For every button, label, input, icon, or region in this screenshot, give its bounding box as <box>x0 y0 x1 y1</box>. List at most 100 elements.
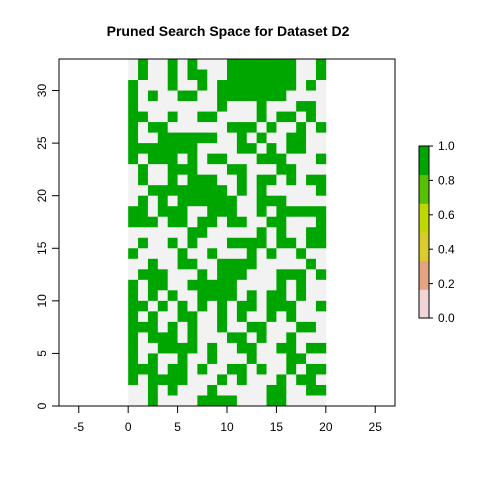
colorbar-tick-label: 0.4 <box>438 242 455 256</box>
heatmap-cell <box>246 290 258 302</box>
heatmap-cell <box>306 185 317 197</box>
heatmap-cell <box>236 185 248 197</box>
heatmap-cell <box>286 90 297 102</box>
heatmap-cell <box>207 363 218 375</box>
heatmap-cell <box>266 374 277 386</box>
heatmap-cell <box>197 237 208 249</box>
heatmap-cell <box>276 122 287 134</box>
heatmap-cell <box>157 395 169 407</box>
heatmap-cell <box>217 342 228 354</box>
heatmap-cell <box>296 353 307 365</box>
heatmap-cell <box>128 153 139 165</box>
heatmap-cell <box>128 143 139 155</box>
heatmap-cell <box>128 374 139 386</box>
heatmap-cell <box>217 363 228 375</box>
heatmap-cell <box>296 80 307 91</box>
heatmap-cell <box>157 311 169 323</box>
y-tick-label: 15 <box>35 241 49 255</box>
heatmap-cell <box>236 237 248 249</box>
heatmap-cell <box>286 332 297 344</box>
heatmap-cell <box>147 153 159 165</box>
heatmap-cell <box>276 164 287 176</box>
heatmap-cell <box>138 279 149 291</box>
heatmap-cell <box>306 269 317 281</box>
heatmap-cell <box>147 269 159 281</box>
heatmap-cell <box>207 342 218 354</box>
heatmap-cell <box>266 248 277 260</box>
heatmap-cell <box>197 111 208 123</box>
heatmap-cell <box>177 206 188 218</box>
heatmap-cell <box>177 342 188 354</box>
heatmap-cell <box>157 132 169 144</box>
heatmap-cell <box>227 111 238 123</box>
heatmap-cell <box>217 164 228 176</box>
heatmap-cell <box>207 279 218 291</box>
heatmap-cell <box>177 195 188 207</box>
heatmap-cell <box>197 258 208 270</box>
heatmap-cell <box>296 321 307 333</box>
heatmap-cell <box>306 384 317 396</box>
heatmap-cell <box>197 227 208 239</box>
heatmap-cell <box>177 90 188 102</box>
heatmap-cell <box>147 216 159 228</box>
heatmap-cell <box>147 342 159 354</box>
heatmap-cell <box>207 237 218 249</box>
heatmap-cell <box>138 216 149 228</box>
heatmap-cell <box>256 90 267 102</box>
heatmap-cell <box>236 195 248 207</box>
heatmap-cell <box>296 374 307 386</box>
heatmap-cell <box>157 174 169 186</box>
heatmap-cell <box>128 185 139 197</box>
heatmap-cell <box>128 80 139 91</box>
heatmap-cell <box>306 195 317 207</box>
heatmap-cell <box>236 374 248 386</box>
heatmap-cell <box>286 363 297 375</box>
heatmap-cell <box>315 206 327 218</box>
heatmap-cell <box>227 174 238 186</box>
heatmap-cell <box>256 258 267 270</box>
heatmap-cell <box>246 174 258 186</box>
heatmap-cell <box>315 216 327 228</box>
heatmap-cell <box>147 143 159 155</box>
heatmap-cell <box>147 374 159 386</box>
heatmap-cell <box>128 90 139 102</box>
heatmap-cell <box>128 279 139 291</box>
heatmap-cell <box>187 290 198 302</box>
heatmap-cell <box>276 80 287 91</box>
heatmap-cell <box>157 101 169 112</box>
heatmap-cell <box>266 363 277 375</box>
heatmap-cell <box>315 59 327 70</box>
heatmap-cell <box>138 59 149 70</box>
heatmap-cell <box>167 153 178 165</box>
heatmap-cell <box>306 80 317 91</box>
heatmap-cells <box>128 59 327 407</box>
heatmap-cell <box>177 395 188 407</box>
heatmap-cell <box>217 374 228 386</box>
heatmap-cell <box>286 174 297 186</box>
x-tick-label: 5 <box>174 420 181 434</box>
heatmap-cell <box>167 195 178 207</box>
heatmap-cell <box>167 384 178 396</box>
heatmap-cell <box>187 195 198 207</box>
heatmap-cell <box>197 279 208 291</box>
heatmap-cell <box>167 122 178 134</box>
heatmap-cell <box>217 279 228 291</box>
heatmap-cell <box>296 290 307 302</box>
heatmap-cell <box>187 174 198 186</box>
heatmap-cell <box>157 279 169 291</box>
heatmap-cell <box>157 384 169 396</box>
heatmap-cell <box>197 174 208 186</box>
heatmap-cell <box>306 122 317 134</box>
heatmap-cell <box>296 195 307 207</box>
heatmap-cell <box>236 395 248 407</box>
heatmap-cell <box>276 300 287 312</box>
heatmap-cell <box>236 290 248 302</box>
heatmap-cell <box>147 80 159 91</box>
heatmap-cell <box>167 290 178 302</box>
heatmap-cell <box>266 321 277 333</box>
heatmap-cell <box>315 311 327 323</box>
heatmap-cell <box>207 311 218 323</box>
heatmap-cell <box>256 69 267 81</box>
heatmap-cell <box>306 101 317 112</box>
heatmap-cell <box>227 279 238 291</box>
